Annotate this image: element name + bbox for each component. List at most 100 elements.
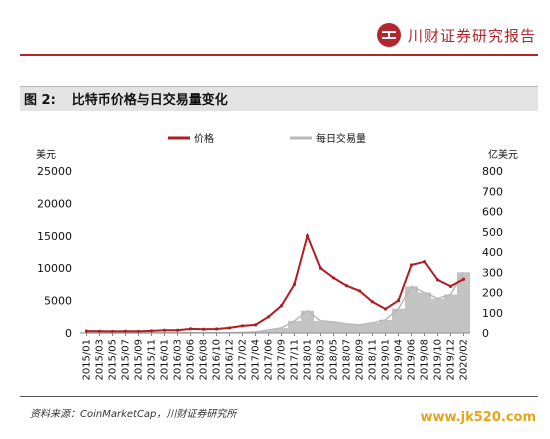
x-axis-tick-label: 2015/05: [108, 339, 119, 381]
price-point: [253, 323, 258, 327]
price-point: [409, 263, 414, 267]
x-axis-tick-label: 2016/06: [186, 339, 197, 381]
left-axis-tick-label: 15000: [37, 230, 72, 243]
x-axis-tick-label: 2015/03: [95, 339, 106, 381]
price-point: [201, 327, 206, 331]
volume-bar: [392, 308, 405, 333]
x-axis-tick-label: 2016/10: [212, 339, 223, 381]
x-axis-tick-label: 2018/07: [342, 339, 353, 381]
figure-title-bar: [20, 86, 538, 111]
x-axis-tick-label: 2018/01: [303, 339, 314, 381]
x-axis-tick-label: 2019/08: [420, 339, 431, 381]
left-axis-tick-label: 25000: [37, 165, 72, 178]
right-axis-tick-label: 0: [482, 327, 489, 340]
x-axis-tick-label: 2019/01: [381, 339, 392, 381]
x-axis-tick-label: 2016/08: [199, 339, 210, 381]
volume-bar: [431, 298, 444, 333]
legend-price-label: 价格: [194, 132, 214, 145]
volume-series: [80, 271, 470, 334]
left-axis-tick-label: 10000: [37, 262, 72, 275]
left-axis-tick-label: 5000: [44, 295, 72, 308]
price-point: [357, 289, 362, 293]
brand-logo-icon: [376, 23, 401, 47]
price-point: [214, 327, 219, 331]
price-line: [86, 232, 464, 333]
watermark: www.jk520.com: [420, 410, 537, 425]
price-point: [461, 277, 466, 281]
volume-bar: [444, 294, 457, 333]
price-point: [84, 329, 89, 333]
x-axis-tick-label: 2019/10: [433, 339, 444, 381]
right-axis-ticks: 0 100 200 300 400 500 600 700 800: [482, 165, 503, 340]
price-point: [279, 304, 284, 308]
price-point: [136, 329, 141, 334]
left-axis-tick-label: 20000: [37, 197, 72, 210]
price-point: [123, 329, 128, 333]
x-axis-tick-label: 2017/04: [251, 339, 262, 381]
x-axis-tick-label: 2015/09: [134, 339, 145, 381]
volume-bar: [314, 320, 327, 333]
legend: 价格 每日交易量: [168, 132, 366, 145]
x-axis-tick-label: 2020/02: [459, 339, 470, 381]
x-axis-tick-label: 2018/03: [316, 339, 327, 381]
legend-volume-label: 每日交易量: [316, 132, 366, 145]
right-axis-tick-label: 200: [482, 287, 503, 300]
price-point: [175, 328, 180, 332]
volume-bar: [457, 272, 470, 333]
price-point: [97, 329, 102, 333]
volume-bar: [353, 324, 366, 333]
x-axis-tick-label: 2015/01: [82, 339, 93, 381]
x-axis-tick-label: 2016/01: [160, 339, 171, 381]
price-point: [162, 328, 167, 332]
right-axis-tick-label: 800: [482, 165, 503, 178]
price-series: [84, 232, 466, 334]
volume-bar: [275, 327, 288, 333]
price-point: [331, 276, 336, 280]
price-point: [448, 284, 453, 288]
price-point: [396, 299, 401, 303]
volume-bar: [340, 323, 353, 333]
price-point: [227, 326, 232, 330]
x-axis-tick-label: 2017/06: [264, 339, 275, 381]
x-axis-tick-label: 2015/11: [147, 339, 158, 381]
price-point: [110, 329, 115, 334]
x-axis-tick-label: 2019/04: [394, 339, 405, 381]
price-point: [435, 278, 440, 282]
x-axis-tick-label: 2016/12: [225, 339, 236, 381]
figure-title: 图 2: 比特币价格与日交易量变化: [24, 89, 228, 108]
right-axis-tick-label: 100: [482, 307, 503, 320]
volume-bar: [262, 329, 275, 333]
source-note: 资料来源：CoinMarketCap，川财证券研究所: [30, 409, 237, 420]
right-axis-tick-label: 600: [482, 206, 503, 219]
right-axis-tick-label: 700: [482, 185, 503, 198]
footer-divider: [20, 396, 538, 397]
x-axis-tick-label: 2016/03: [173, 339, 184, 381]
right-axis-tick-label: 500: [482, 226, 503, 239]
price-point: [318, 266, 323, 270]
x-axis-tick-label: 2017/11: [290, 339, 301, 381]
x-axis-tick-label: 2015/07: [121, 339, 132, 381]
price-point: [292, 282, 297, 286]
left-axis-ticks: 0 5000 10000 15000 20000 25000: [37, 165, 72, 340]
volume-bar: [288, 320, 301, 333]
x-axis-tick-label: 2018/11: [368, 339, 379, 381]
volume-bar: [405, 286, 418, 333]
price-point: [188, 327, 193, 331]
volume-bar: [379, 319, 392, 333]
brand-header: 川财证券研究报告: [376, 20, 536, 50]
price-point: [383, 307, 388, 311]
x-axis-tick-label: 2017/02: [238, 339, 249, 381]
price-point: [344, 284, 349, 288]
price-point: [370, 300, 375, 304]
x-axis-tick-label: 2018/05: [329, 339, 340, 381]
x-axis-tick-label: 2019/12: [446, 339, 457, 381]
left-axis-tick-label: 0: [65, 327, 72, 340]
brand-name: 川财证券研究报告: [407, 26, 536, 45]
x-axis-tick-label: 2019/06: [407, 339, 418, 381]
price-point: [305, 234, 310, 238]
right-axis-tick-label: 300: [482, 266, 503, 279]
right-axis-unit: 亿美元: [488, 148, 518, 161]
volume-bar: [327, 321, 340, 333]
header-divider: [20, 54, 538, 56]
